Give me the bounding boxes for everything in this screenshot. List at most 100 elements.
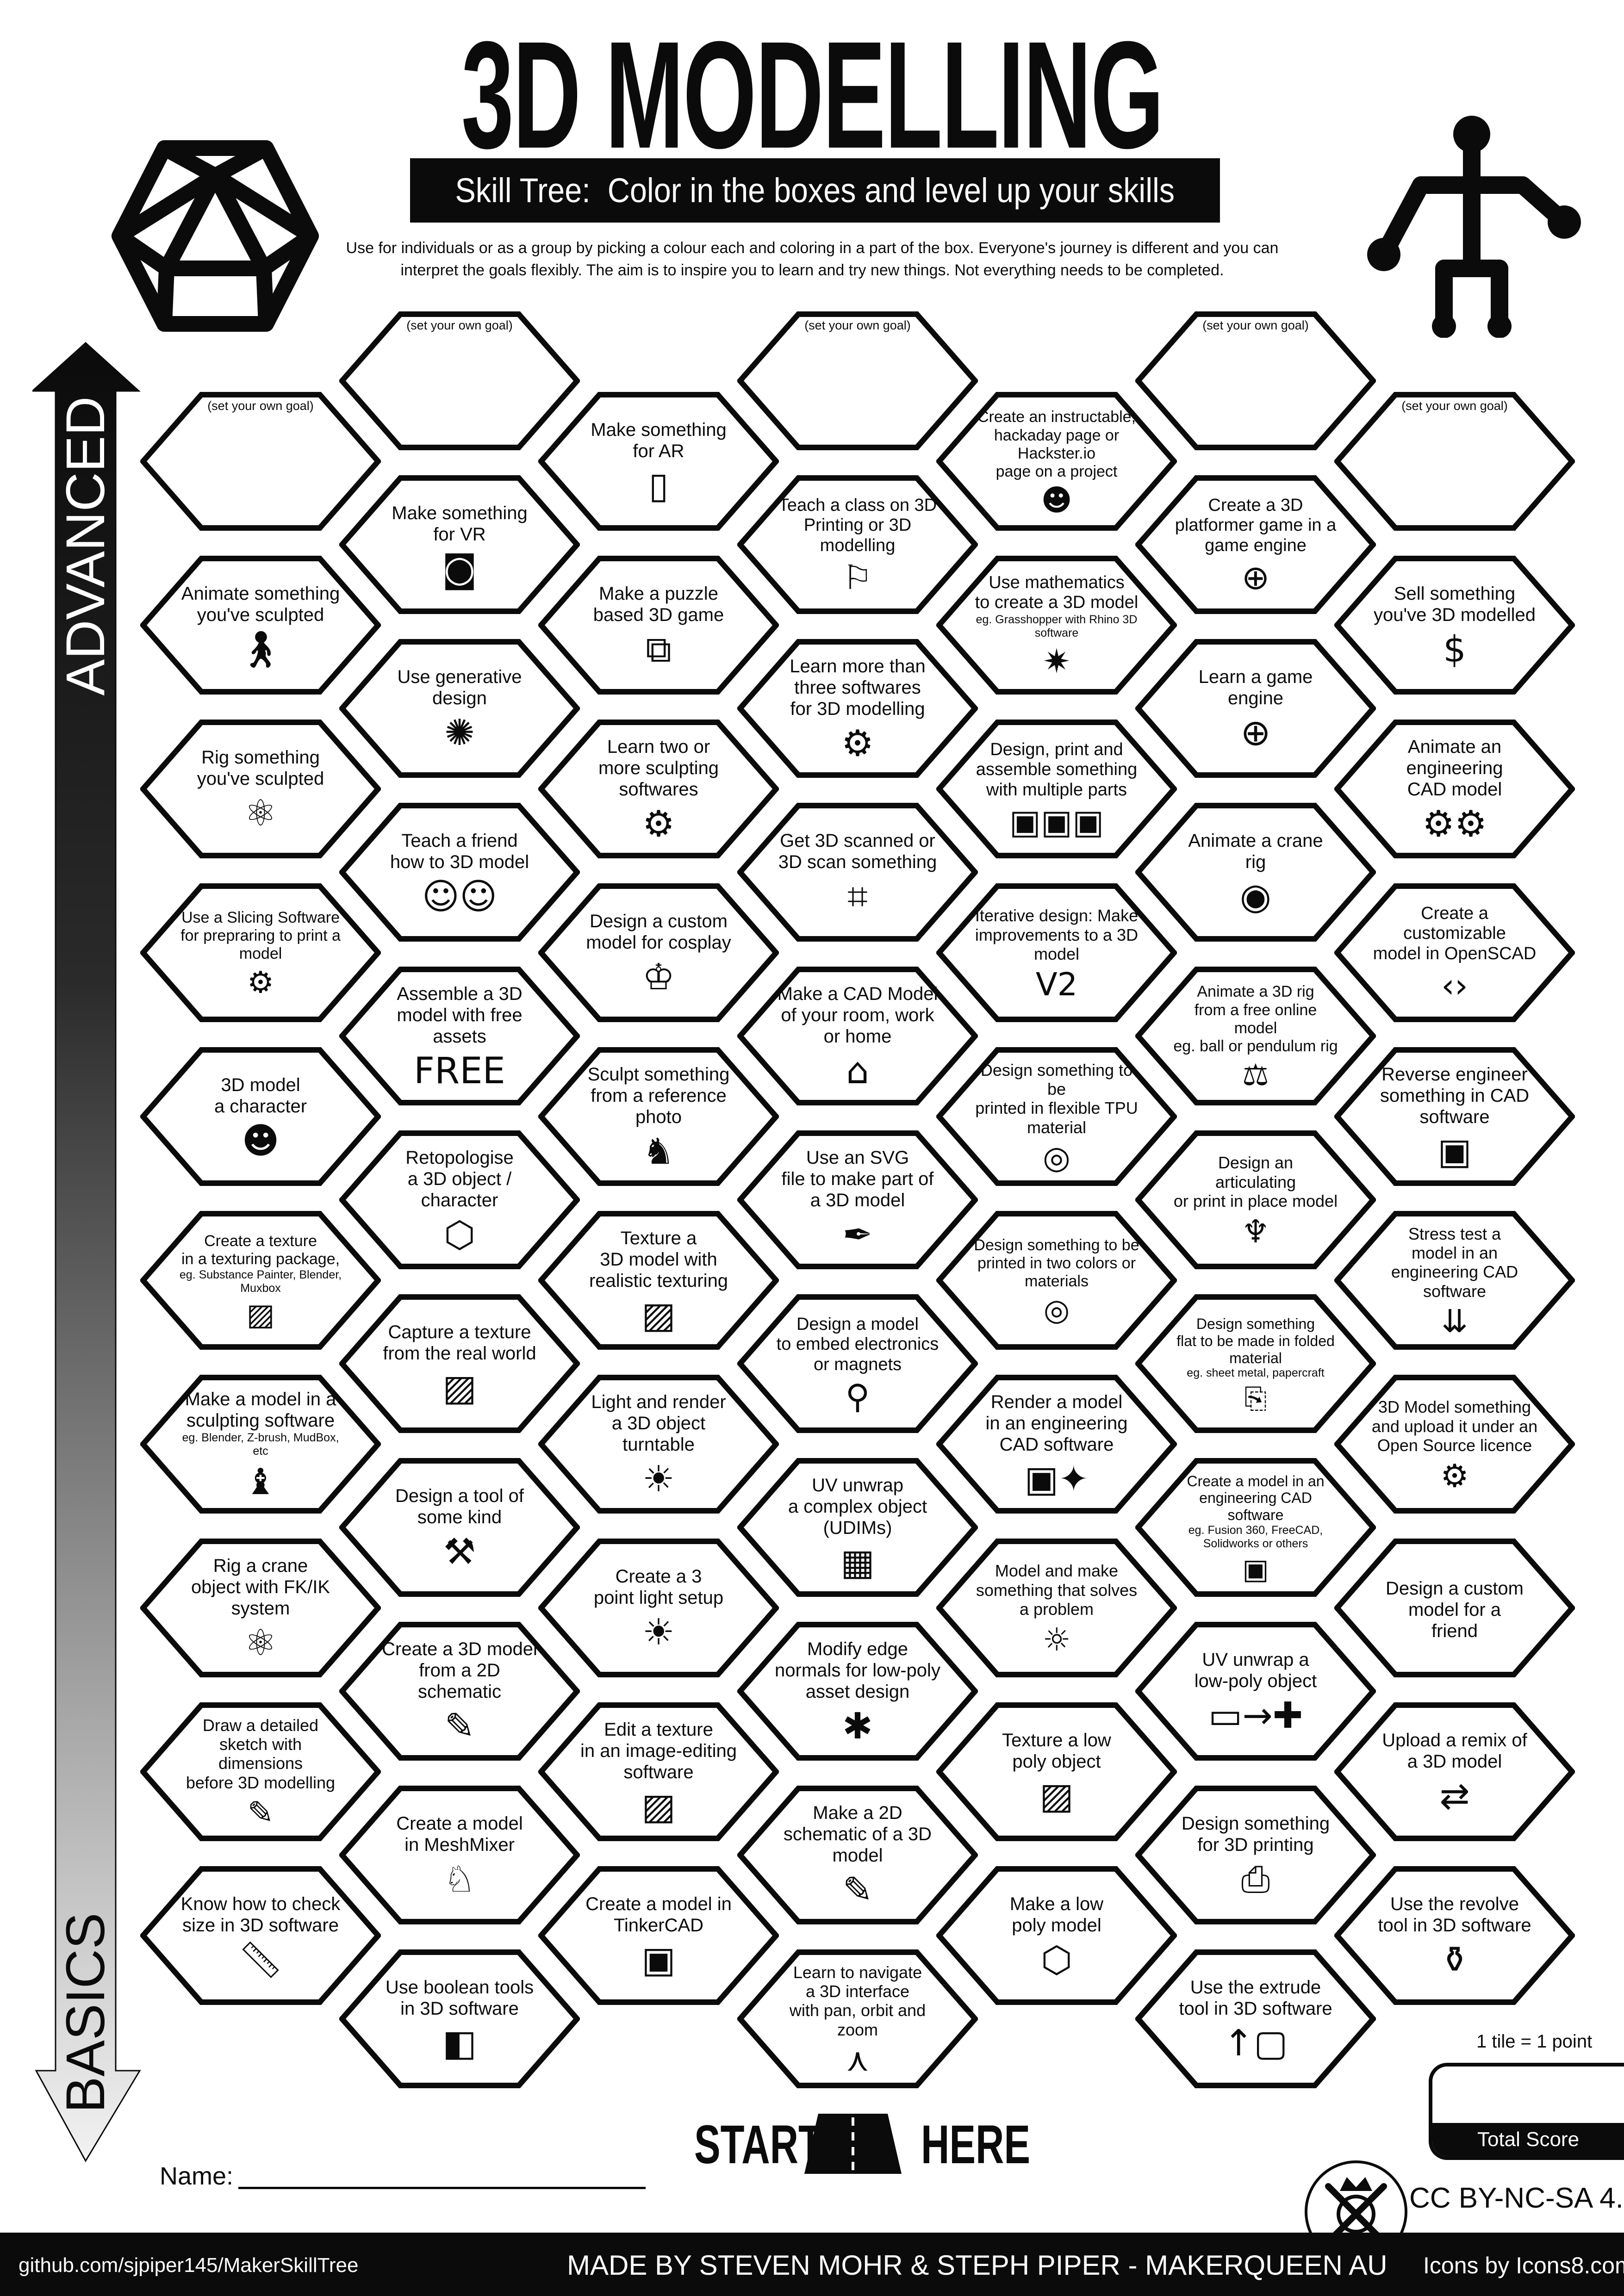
skill-tile-custom-goal[interactable]: (set your own goal)	[339, 311, 580, 450]
tile-content: Learn to navigate a 3D interface with pa…	[774, 1963, 941, 2078]
skill-tile[interactable]: UV unwrap a low-poly object ▭→✚	[1135, 1622, 1376, 1761]
skill-tile[interactable]: Design a tool of some kind ⚒	[339, 1458, 580, 1597]
skill-tile[interactable]: Make something for VR ◙	[339, 475, 580, 614]
skill-tile[interactable]: Make a puzzle based 3D game ⧉	[538, 556, 779, 695]
skill-tile[interactable]: Create an instructable, hackaday page or…	[936, 392, 1177, 531]
skill-tile[interactable]: Create a 3D model from a 2D schematic ✎	[339, 1622, 580, 1761]
pen-tool-icon: ✒	[842, 1214, 873, 1256]
skill-tile[interactable]: Sculpt something from a reference photo ♞	[538, 1047, 779, 1186]
tile-content: UV unwrap a low-poly object ▭→✚	[1172, 1636, 1339, 1750]
skill-tile[interactable]: Create a 3D platformer game in a game en…	[1135, 475, 1376, 614]
skill-tile[interactable]: Use generative design ✺	[339, 639, 580, 778]
laptop-gear-icon: ⚙	[841, 723, 874, 764]
skill-tile[interactable]: Render a model in an engineering CAD sof…	[936, 1375, 1177, 1514]
texture-icon: ▨	[442, 1367, 477, 1409]
skill-tile[interactable]: Create a model in MeshMixer ♘	[339, 1786, 580, 1924]
skill-tile[interactable]: Design something for 3D printing ⎙	[1135, 1786, 1376, 1924]
skill-tile[interactable]: Design a custom model for a friend	[1334, 1539, 1575, 1677]
skill-tile[interactable]: Texture a 3D model with realistic textur…	[538, 1211, 779, 1350]
skill-tile[interactable]: Make a low poly model ⬡	[936, 1866, 1177, 2005]
skill-tile[interactable]: Learn two or more sculpting softwares ⚙	[538, 720, 779, 858]
scoring-rule: 1 tile = 1 point	[1476, 2031, 1593, 2052]
skill-tile[interactable]: Teach a friend how to 3D model ☺☺	[339, 803, 580, 942]
skill-tile[interactable]: Upload a remix of a 3D model ⇄	[1334, 1702, 1575, 1841]
skill-tile[interactable]: Animate something you've sculpted 🚶︎	[140, 556, 381, 695]
tile-content: (set your own goal)	[177, 398, 344, 521]
name-field[interactable]	[238, 2187, 646, 2189]
skill-tile[interactable]: Design a model to embed electronics or m…	[737, 1294, 978, 1433]
skill-tile[interactable]: Use mathematics to create a 3D model eg. …	[936, 556, 1177, 695]
skill-tile[interactable]: Make a model in a sculpting software eg. …	[140, 1375, 381, 1514]
skill-tile[interactable]: Texture a low poly object ▨	[936, 1702, 1177, 1841]
skill-tile[interactable]: Create a texture in a texturing package,…	[140, 1211, 381, 1350]
skill-tile[interactable]: Modify edge normals for low-poly asset d…	[737, 1622, 978, 1761]
skill-tile[interactable]: UV unwrap a complex object (UDIMs) ▦	[737, 1458, 978, 1597]
skill-tile[interactable]: Use an SVG file to make part of a 3D mod…	[737, 1130, 978, 1269]
skill-label: Stress test a model in an engineering CA…	[1391, 1225, 1518, 1301]
skill-tile[interactable]: Light and render a 3D object turntable ☀	[538, 1375, 779, 1514]
skill-label: Sculpt something from a reference photo	[587, 1064, 730, 1127]
skill-tile[interactable]: Iterative design: Make improvements to a…	[936, 883, 1177, 1022]
skill-tile-custom-goal[interactable]: (set your own goal)	[1334, 392, 1575, 531]
hexagon-outline	[737, 311, 978, 450]
skill-tile[interactable]: Design a custom model for cosplay ♔	[538, 883, 779, 1022]
skill-tile[interactable]: Get 3D scanned or 3D scan something ⌗	[737, 803, 978, 942]
skill-tile-custom-goal[interactable]: (set your own goal)	[1135, 311, 1376, 450]
tile-content: 3D model a character ☻	[177, 1061, 344, 1176]
skill-tile[interactable]: Make a CAD Model of your room, work or h…	[737, 967, 978, 1105]
skill-tile[interactable]: Make something for AR ▯	[538, 392, 779, 531]
skill-tile[interactable]: Teach a class on 3D Printing or 3D model…	[737, 475, 978, 614]
skill-tile[interactable]: Stress test a model in an engineering CA…	[1334, 1211, 1575, 1350]
skill-label: Design a model to embed electronics or m…	[776, 1314, 939, 1375]
hexagon-outline	[538, 392, 779, 531]
skill-tile[interactable]: Model and make something that solves a p…	[936, 1539, 1177, 1677]
hexagon-outline	[1135, 1622, 1376, 1761]
skill-tile[interactable]: 3D Model something and upload it under a…	[1334, 1375, 1575, 1514]
skill-tile[interactable]: Animate an engineering CAD model ⚙⚙	[1334, 720, 1575, 858]
skill-tile[interactable]: Rig a crane object with FK/IK system ⚛	[140, 1539, 381, 1677]
skill-tile[interactable]: Create a customizable model in OpenSCAD ‹…	[1334, 883, 1575, 1022]
repo-link[interactable]: github.com/sjpiper145/MakerSkillTree	[19, 2254, 359, 2277]
tile-content: Animate a crane rig ◉	[1172, 817, 1339, 931]
skill-tile[interactable]: Design something to be printed in two co…	[936, 1211, 1177, 1350]
skill-tile[interactable]: Edit a texture in an image-editing softw…	[538, 1702, 779, 1841]
laptop-gear-icon: ⚙	[247, 965, 274, 1000]
skill-tile[interactable]: Use a Slicing Software for prepraring to…	[140, 883, 381, 1022]
skill-tile-custom-goal[interactable]: (set your own goal)	[140, 392, 381, 531]
skill-tile[interactable]: Sell something you've 3D modelled $	[1334, 556, 1575, 695]
skill-tile[interactable]: Retopologise a 3D object / character ⬡	[339, 1130, 580, 1269]
skill-tile[interactable]: Use the extrude tool in 3D software ↑▢	[1135, 1949, 1376, 2088]
skill-tile[interactable]: Use boolean tools in 3D software ◧	[339, 1949, 580, 2088]
skill-tile[interactable]: Create a model in an engineering CAD sof…	[1135, 1458, 1376, 1597]
skill-tile[interactable]: Learn more than three softwares for 3D m…	[737, 639, 978, 778]
hexagon-outline	[339, 967, 580, 1105]
total-score-box[interactable]: Total Score	[1429, 2063, 1624, 2160]
here-label: HERE	[921, 2114, 1031, 2175]
tile-content: Rig something you've sculpted ⚛	[177, 733, 344, 848]
skill-tile[interactable]: Design something flat to be made in fold…	[1135, 1294, 1376, 1433]
skill-tile[interactable]: Reverse engineer something in CAD softwa…	[1334, 1047, 1575, 1186]
skill-tile[interactable]: Draw a detailed sketch with dimensions b…	[140, 1702, 381, 1841]
skill-tile[interactable]: Animate a crane rig ◉	[1135, 803, 1376, 942]
skill-label: Edit a texture in an image-editing softw…	[580, 1719, 737, 1782]
skill-tile[interactable]: Design, print and assemble something wit…	[936, 720, 1177, 858]
skill-tile[interactable]: 3D model a character ☻	[140, 1047, 381, 1186]
money-bag-icon: $	[1443, 629, 1466, 670]
skill-tile[interactable]: Learn a game engine ⊕	[1135, 639, 1376, 778]
skill-tile[interactable]: Design an articulating or print in place…	[1135, 1130, 1376, 1269]
skill-tile[interactable]: Create a 3 point light setup ☀	[538, 1539, 779, 1677]
hexagon-outline	[737, 967, 978, 1105]
start-label: START	[694, 2114, 822, 2175]
skill-tile[interactable]: Animate a 3D rig from a free online mode…	[1135, 967, 1376, 1105]
skill-tile[interactable]: Capture a texture from the real world ▨	[339, 1294, 580, 1433]
skill-tile-custom-goal[interactable]: (set your own goal)	[737, 311, 978, 450]
skill-tile[interactable]: Assemble a 3D model with free assets FREE	[339, 967, 580, 1105]
skill-tile[interactable]: Design something to be printed in flexib…	[936, 1047, 1177, 1186]
skill-tile[interactable]: Create a model in TinkerCAD ▣	[538, 1866, 779, 2005]
skill-tile[interactable]: Know how to check size in 3D software 📏︎	[140, 1866, 381, 2005]
skill-tile[interactable]: Learn to navigate a 3D interface with pa…	[737, 1949, 978, 2088]
skill-tile[interactable]: Make a 2D schematic of a 3D model ✎	[737, 1786, 978, 1924]
skill-label: Draw a detailed sketch with dimensions b…	[186, 1716, 336, 1792]
skill-tile[interactable]: Rig something you've sculpted ⚛	[140, 720, 381, 858]
skill-tile[interactable]: Use the revolve tool in 3D software ⚱	[1334, 1866, 1575, 2005]
